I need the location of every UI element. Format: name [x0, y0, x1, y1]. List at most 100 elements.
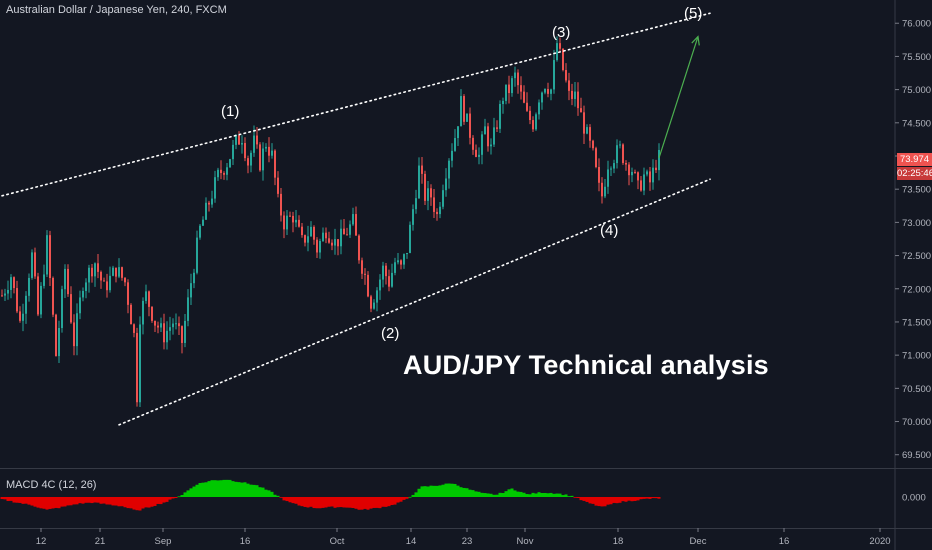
- price-tick-label: 69.500: [902, 450, 931, 461]
- candle-body: [289, 215, 291, 217]
- macd-bar: [27, 497, 31, 505]
- macd-bar: [204, 482, 208, 497]
- macd-bar: [417, 488, 421, 497]
- macd-bar: [243, 482, 247, 497]
- macd-bar: [141, 497, 145, 509]
- macd-bar: [12, 497, 16, 503]
- macd-bar: [498, 492, 502, 497]
- macd-bar: [288, 497, 292, 503]
- candle-body: [145, 291, 147, 301]
- macd-bar: [240, 482, 244, 497]
- candle-body: [637, 172, 639, 181]
- macd-bar: [513, 490, 517, 497]
- candle-body: [310, 226, 312, 237]
- candle-body: [325, 232, 327, 239]
- candle-body: [16, 288, 18, 312]
- candle-body: [409, 224, 411, 253]
- macd-bar: [9, 497, 13, 501]
- macd-bar: [570, 495, 574, 497]
- candle-body: [604, 186, 606, 197]
- candle-body: [361, 260, 363, 274]
- candle-body: [34, 252, 36, 277]
- candle-body: [175, 323, 177, 325]
- macd-bar: [459, 487, 463, 497]
- candle-body: [553, 60, 555, 90]
- candle-body: [157, 325, 159, 328]
- macd-bar: [558, 493, 562, 497]
- macd-bar: [135, 497, 139, 511]
- macd-bar: [189, 488, 193, 497]
- macd-bar: [477, 491, 481, 497]
- macd-bar: [471, 490, 475, 497]
- macd-bar: [384, 497, 388, 507]
- macd-bar: [159, 497, 163, 505]
- macd-bar: [60, 497, 64, 507]
- time-tick-label: Oct: [330, 536, 345, 547]
- candle-body: [451, 150, 453, 161]
- macd-bar: [450, 483, 454, 497]
- macd-bar: [495, 494, 499, 497]
- candle-body: [430, 188, 432, 198]
- macd-bar: [525, 494, 529, 497]
- candle-body: [214, 177, 216, 199]
- candle-body: [337, 239, 339, 247]
- macd-title: MACD 4C (12, 26): [6, 479, 97, 491]
- candle-body: [334, 239, 336, 246]
- wave-label-1: (1): [221, 103, 240, 120]
- price-tick-label: 73.000: [902, 218, 931, 229]
- macd-bar: [234, 481, 238, 497]
- macd-bar: [462, 487, 466, 497]
- macd-bar: [69, 497, 73, 506]
- macd-bar: [72, 497, 76, 505]
- candle-body: [109, 275, 111, 291]
- macd-bar: [78, 497, 82, 504]
- price-tick-label: 71.500: [902, 317, 931, 328]
- candle-body: [403, 254, 405, 265]
- candle-body: [256, 135, 258, 145]
- macd-bar: [651, 497, 655, 499]
- macd-bar: [222, 479, 226, 497]
- price-tick-label: 75.500: [902, 52, 931, 63]
- time-tick-label: Nov: [517, 536, 534, 547]
- candle-body: [580, 108, 582, 113]
- macd-bar: [51, 497, 55, 509]
- macd-bar: [318, 497, 322, 509]
- candle-body: [136, 332, 138, 403]
- macd-bar: [426, 486, 430, 497]
- macd-bar: [327, 497, 331, 507]
- candle-body: [508, 84, 510, 94]
- candle-body: [424, 173, 426, 201]
- price-tick-label: 72.500: [902, 251, 931, 262]
- candle-body: [616, 145, 618, 164]
- candle-body: [391, 272, 393, 287]
- wave-label-2: (2): [381, 325, 400, 342]
- macd-bar: [117, 497, 121, 507]
- macd-bar: [399, 497, 403, 502]
- macd-bar: [648, 497, 652, 499]
- candle-body: [598, 167, 600, 183]
- projection-arrow-line: [658, 36, 699, 159]
- candle-body: [556, 43, 558, 61]
- macd-bar: [630, 497, 634, 502]
- macd-bar: [336, 497, 340, 508]
- macd-bar: [366, 497, 370, 510]
- macd-bar: [381, 497, 385, 507]
- time-tick-label: 16: [779, 536, 790, 547]
- candle-body: [196, 237, 198, 273]
- candle-body: [238, 135, 240, 145]
- macd-bar: [501, 492, 505, 497]
- time-tick-label: Dec: [690, 536, 707, 547]
- macd-bar: [315, 497, 319, 509]
- candle-body: [250, 152, 252, 166]
- candle-body: [595, 148, 597, 168]
- price-tick-label: 70.000: [902, 417, 931, 428]
- candle-body: [184, 320, 186, 343]
- macd-bar: [603, 497, 607, 507]
- macd-bar: [633, 497, 637, 501]
- macd-bar: [279, 497, 283, 498]
- candle-body: [130, 304, 132, 325]
- macd-bar: [195, 484, 199, 497]
- price-tick-label: 70.500: [902, 384, 931, 395]
